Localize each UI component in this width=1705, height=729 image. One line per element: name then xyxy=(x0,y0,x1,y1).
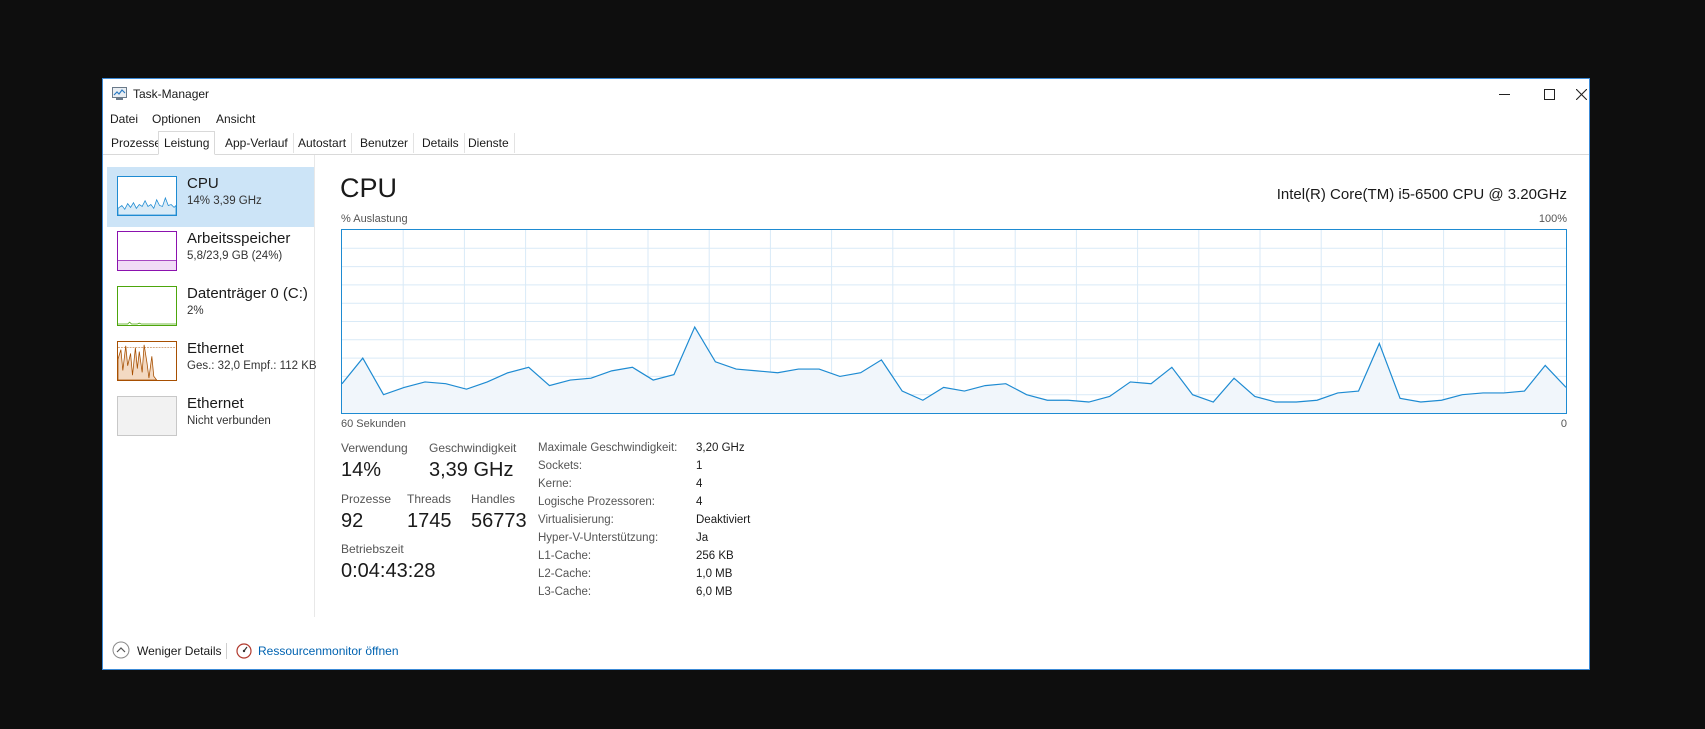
graph-label-min: 0 xyxy=(1560,418,1567,430)
speed-value: 3,39 GHz xyxy=(429,459,514,481)
sidebar-item-value: Nicht verbunden xyxy=(187,415,271,427)
tab-services[interactable]: Dienste xyxy=(463,133,515,153)
sidebar-item-memory[interactable]: Arbeitsspeicher 5,8/23,9 GB (24%) xyxy=(107,222,314,282)
info-value: Ja xyxy=(696,532,709,544)
sidebar-item-value: 2% xyxy=(187,305,204,317)
title-bar: Task-Manager xyxy=(103,79,1589,109)
performance-sidebar: CPU 14% 3,39 GHz Arbeitsspeicher 5,8/23,… xyxy=(107,167,317,617)
info-value: 4 xyxy=(696,496,703,508)
graph-label-utilization: % Auslastung xyxy=(341,213,408,225)
info-key: Logische Prozessoren: xyxy=(538,496,655,508)
processes-label: Prozesse xyxy=(341,492,392,506)
info-key: Sockets: xyxy=(538,460,583,472)
menu-view[interactable]: Ansicht xyxy=(216,112,256,126)
cpu-usage-line xyxy=(342,325,1566,403)
info-key: Virtualisierung: xyxy=(538,514,614,526)
disk-thumbnail xyxy=(117,286,177,326)
cpu-thumbnail xyxy=(117,176,177,216)
sidebar-item-cpu[interactable]: CPU 14% 3,39 GHz xyxy=(107,167,314,227)
tab-app-history[interactable]: App-Verlauf xyxy=(220,133,294,153)
cpu-usage-graph xyxy=(341,229,1567,414)
footer-bar: Weniger Details Ressourcenmonitor öffnen xyxy=(103,629,1589,669)
sidebar-item-label: Ethernet xyxy=(187,395,244,412)
resource-monitor-icon xyxy=(236,643,252,659)
info-key: Hyper-V-Unterstützung: xyxy=(538,532,659,544)
task-manager-icon xyxy=(112,87,127,100)
footer-separator xyxy=(226,643,227,659)
usage-value: 14% xyxy=(341,459,382,481)
info-key: Maximale Geschwindigkeit: xyxy=(538,442,678,454)
info-value: 1 xyxy=(696,460,703,472)
menu-file[interactable]: Datei xyxy=(110,112,139,126)
info-value: 6,0 MB xyxy=(696,586,733,598)
uptime-label: Betriebszeit xyxy=(341,542,404,556)
close-icon xyxy=(1575,88,1587,100)
sidebar-item-value: Ges.: 32,0 Empf.: 112 KB xyxy=(187,360,317,372)
handles-value: 56773 xyxy=(471,510,527,532)
tab-startup[interactable]: Autostart xyxy=(293,133,353,153)
info-key: L3-Cache: xyxy=(538,586,592,598)
chevron-up-circle-icon[interactable] xyxy=(112,641,130,659)
memory-thumbnail xyxy=(117,231,177,271)
sidebar-divider xyxy=(314,155,315,617)
menu-options[interactable]: Optionen xyxy=(152,112,201,126)
sidebar-item-label: Datenträger 0 (C:) xyxy=(187,285,308,302)
maximize-button[interactable] xyxy=(1526,79,1572,109)
window-title: Task-Manager xyxy=(133,87,210,101)
ethernet-thumbnail xyxy=(117,341,177,381)
less-details-button[interactable]: Weniger Details xyxy=(137,644,222,658)
cpu-model-name: Intel(R) Core(TM) i5-6500 CPU @ 3.20GHz xyxy=(1276,186,1567,203)
info-key: L1-Cache: xyxy=(538,550,592,562)
info-value: 4 xyxy=(696,478,703,490)
sidebar-item-ethernet-1[interactable]: Ethernet Ges.: 32,0 Empf.: 112 KB xyxy=(107,332,317,392)
info-value: 1,0 MB xyxy=(696,568,733,580)
tab-bar: Prozesse Leistung App-Verlauf Autostart … xyxy=(103,131,1589,155)
open-resource-monitor-link[interactable]: Ressourcenmonitor öffnen xyxy=(258,644,399,658)
maximize-icon xyxy=(1543,88,1555,100)
sidebar-item-value: 5,8/23,9 GB (24%) xyxy=(187,250,283,262)
graph-label-timespan: 60 Sekunden xyxy=(341,418,406,430)
tab-details[interactable]: Details xyxy=(417,133,465,153)
minimize-icon xyxy=(1498,93,1510,95)
sidebar-item-label: Ethernet xyxy=(187,340,244,357)
page-title: CPU xyxy=(340,173,398,203)
speed-label: Geschwindigkeit xyxy=(429,441,517,455)
info-key: Kerne: xyxy=(538,478,572,490)
info-value: 256 KB xyxy=(696,550,734,562)
sidebar-item-label: CPU xyxy=(187,175,219,192)
threads-label: Threads xyxy=(407,492,452,506)
threads-value: 1745 xyxy=(407,510,452,532)
tab-users[interactable]: Benutzer xyxy=(355,133,415,153)
tab-performance[interactable]: Leistung xyxy=(158,131,216,155)
processes-value: 92 xyxy=(341,510,364,532)
handles-label: Handles xyxy=(471,492,516,506)
usage-label: Verwendung xyxy=(341,441,408,455)
menu-bar: Datei Optionen Ansicht xyxy=(103,108,1589,130)
uptime-value: 0:04:43:28 xyxy=(341,560,436,582)
task-manager-window: Task-Manager Datei Optionen Ansicht Proz… xyxy=(102,78,1590,670)
sidebar-item-label: Arbeitsspeicher xyxy=(187,230,291,247)
sidebar-item-disk[interactable]: Datenträger 0 (C:) 2% xyxy=(107,277,314,337)
ethernet-disconnected-thumbnail xyxy=(117,396,177,436)
sidebar-item-value: 14% 3,39 GHz xyxy=(187,195,262,207)
cpu-usage-area xyxy=(342,327,1566,413)
info-value: 3,20 GHz xyxy=(696,442,745,454)
minimize-button[interactable] xyxy=(1481,79,1527,109)
info-key: L2-Cache: xyxy=(538,568,592,580)
graph-label-max: 100% xyxy=(1538,213,1567,225)
sidebar-item-ethernet-2[interactable]: Ethernet Nicht verbunden xyxy=(107,387,314,447)
info-value: Deaktiviert xyxy=(696,514,751,526)
close-button[interactable] xyxy=(1571,79,1591,109)
